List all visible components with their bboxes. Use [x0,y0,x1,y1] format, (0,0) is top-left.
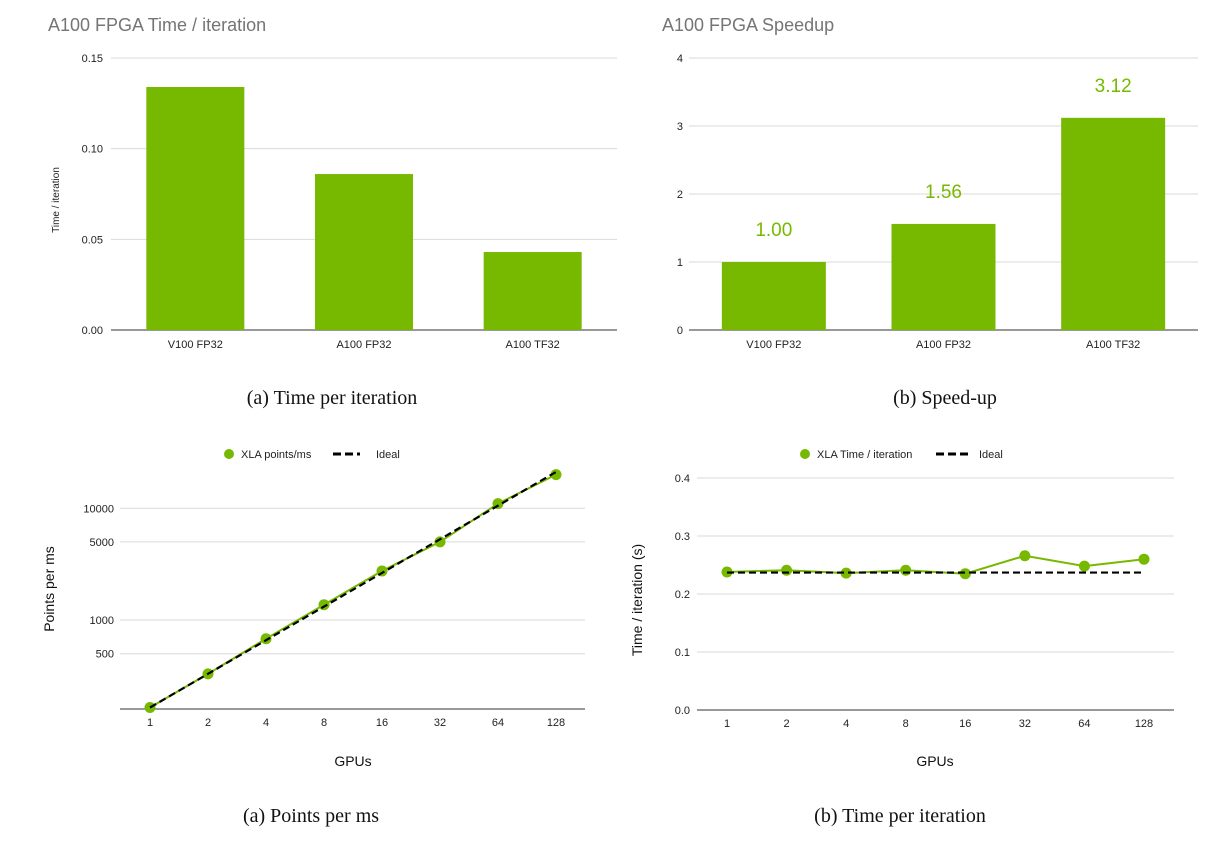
y-tick-label: 0.4 [675,473,690,485]
legend-label-ideal: Ideal [376,449,400,461]
x-tick-label: 8 [903,718,909,730]
y-tick-label: 3 [677,121,683,133]
y-tick-label: 0.3 [675,531,690,543]
data-point [840,567,852,579]
y-tick-label: 0.2 [675,589,690,601]
y-tick-label: 2 [677,189,683,201]
y-tick-label: 0.10 [82,144,103,156]
data-label: 1.56 [925,182,962,203]
y-tick-label: 0.1 [675,647,690,659]
y-tick-label: 10000 [83,503,114,515]
x-tick-label: 128 [547,717,565,729]
bar [146,87,245,330]
y-tick-label: 0.0 [675,705,690,717]
legend-marker-xla [800,449,810,459]
x-tick-label: 4 [263,717,269,729]
legend-label-xla: XLA points/ms [241,449,312,461]
y-axis-label: Time / iteration [51,167,62,233]
x-tick-label: A100 TF32 [1086,339,1140,351]
x-tick-label: 16 [376,717,388,729]
x-tick-label: A100 TF32 [506,339,560,351]
y-tick-label: 5000 [90,537,114,549]
x-tick-label: 1 [724,718,730,730]
y-tick-label: 0.00 [82,325,103,337]
caption-top-right: (b) Speed-up [893,387,997,409]
y-tick-label: 0.15 [82,53,103,65]
x-tick-label: A100 FP32 [916,339,971,351]
y-axis-label: Time / iteration (s) [629,544,645,656]
bar [1061,117,1166,330]
data-point [900,564,912,576]
x-tick-label: 64 [492,717,504,729]
time-per-iteration-line-chart: XLA Time / iteration Ideal Time / iterat… [629,449,1174,769]
x-tick-label: A100 FP32 [336,339,391,351]
legend-marker-xla [224,449,234,459]
x-tick-label: 32 [1019,718,1031,730]
series-line-xla [726,554,1145,575]
data-point [260,633,272,645]
y-tick-label: 0.05 [82,234,103,246]
y-tick-label: 0 [677,325,683,337]
data-point [1078,560,1090,572]
chart-title: A100 FPGA Time / iteration [48,15,266,35]
speedup-bar-chart: A100 FPGA Speedup 0 1 2 3 4 V100 FP32 1.00 A100… [662,15,1198,351]
x-tick-label: V100 FP32 [746,339,801,351]
data-point [1138,553,1150,565]
x-tick-label: 4 [843,718,849,730]
x-tick-label: 2 [784,718,790,730]
data-label: 1.00 [755,220,792,241]
y-tick-label: 4 [677,53,683,65]
caption-bottom-right: (b) Time per iteration [814,805,986,827]
bar [315,174,413,330]
x-tick-label: 32 [434,717,446,729]
data-point [1019,550,1031,562]
data-point [781,564,793,576]
chart-title: A100 FPGA Speedup [662,15,834,35]
x-tick-label: 2 [205,717,211,729]
data-point [318,599,330,611]
x-axis-label: GPUs [334,753,371,769]
y-axis-label: Points per ms [41,546,57,632]
bar [721,262,826,330]
series-line-ideal [149,471,557,709]
x-tick-label: V100 FP32 [168,339,223,351]
y-tick-label: 1 [677,257,683,269]
x-tick-label: 1 [147,717,153,729]
data-point [434,536,446,548]
time-per-iteration-bar-chart: A100 FPGA Time / iteration Time / iterat… [48,15,617,351]
legend: XLA Time / iteration Ideal [800,449,1003,461]
points-per-ms-line-chart: XLA points/ms Ideal Points per ms GPUs 5… [41,449,585,769]
x-tick-label: 16 [959,718,971,730]
caption-bottom-left: (a) Points per ms [243,805,379,827]
bar [483,252,582,330]
x-tick-label: 128 [1135,718,1153,730]
data-point [550,469,562,481]
legend: XLA points/ms Ideal [224,449,400,461]
data-label: 3.12 [1095,76,1132,97]
x-tick-label: 8 [321,717,327,729]
bar [891,223,996,330]
data-point [376,565,388,577]
y-tick-label: 500 [96,649,114,661]
legend-label-ideal: Ideal [979,449,1003,461]
x-axis-label: GPUs [916,753,953,769]
legend-label-xla: XLA Time / iteration [817,449,912,461]
caption-top-left: (a) Time per iteration [247,387,418,409]
data-point [959,568,971,580]
y-tick-label: 1000 [90,615,114,627]
x-tick-label: 64 [1078,718,1090,730]
